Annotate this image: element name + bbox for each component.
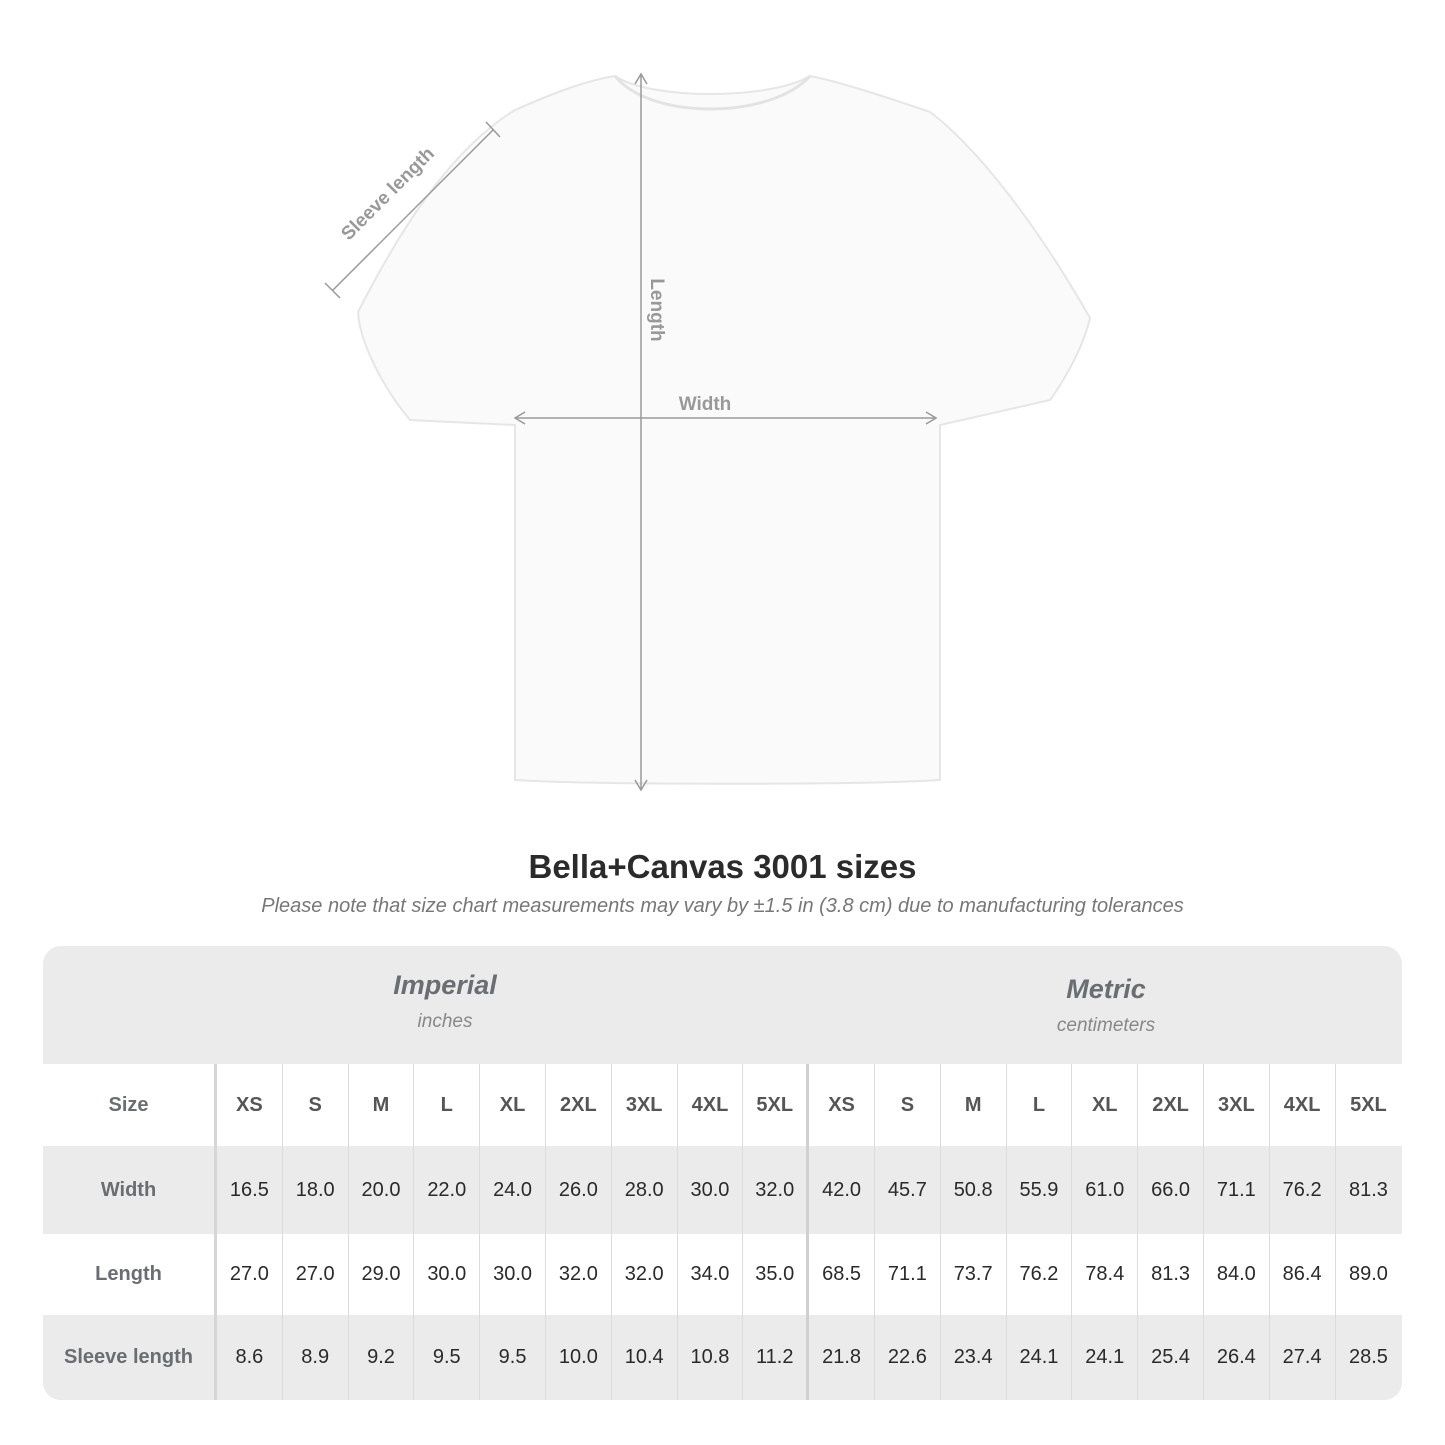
table-cell: 8.6 [217, 1315, 283, 1400]
table-cell: 76.2 [1270, 1146, 1336, 1234]
table-cell: 71.1 [1204, 1146, 1270, 1234]
size-header-cell: M [349, 1064, 415, 1146]
metric-title: Metric [1066, 974, 1146, 1004]
table-cell: 23.4 [941, 1315, 1007, 1400]
table-cell: 73.7 [941, 1234, 1007, 1315]
table-cell: 32.0 [743, 1146, 810, 1234]
table-cell: 42.0 [809, 1146, 875, 1234]
size-header-cell: 2XL [1138, 1064, 1204, 1146]
table-cell: 81.3 [1348, 1178, 1388, 1201]
metric-unit: centimeters [1056, 1015, 1156, 1036]
table-cell: 10.8 [678, 1315, 744, 1400]
measure-lines [324, 72, 938, 792]
table-cell: 81.3 [1138, 1234, 1204, 1315]
table-cell: 10.4 [612, 1315, 678, 1400]
table-cell: 78.4 [1072, 1234, 1139, 1315]
metric-header: Metric centimeters [810, 974, 1402, 1092]
table-cell: 28.5 [1348, 1346, 1388, 1368]
table-cell: 22.0 [414, 1146, 481, 1234]
sleeve-measure-line [332, 129, 494, 291]
table-cell: 24.1 [1007, 1315, 1073, 1400]
table-cell: 61.0 [1072, 1146, 1139, 1234]
table-cell: 76.2 [1007, 1234, 1073, 1315]
table-cell: 21.8 [809, 1315, 875, 1400]
table-cell: 27.0 [217, 1234, 283, 1315]
table-cell: 24.1 [1072, 1315, 1139, 1400]
table-cell: 29.0 [349, 1234, 415, 1315]
table-cell: 89.0 [1348, 1263, 1388, 1285]
table-cell: 22.6 [875, 1315, 941, 1400]
table-cell: 28.0 [612, 1146, 678, 1234]
table-cell: 68.5 [809, 1234, 875, 1315]
length-label: Length [646, 278, 667, 341]
imperial-header: Imperial inches [217, 970, 673, 1088]
table-cell: 55.9 [1007, 1146, 1073, 1234]
row-label: Length [43, 1234, 217, 1315]
table-cell: 25.4 [1138, 1315, 1204, 1400]
table-cell: 9.5 [414, 1315, 481, 1400]
size-header-cell: S [283, 1064, 349, 1146]
imperial-unit: inches [417, 1011, 473, 1032]
table-cell: 20.0 [349, 1146, 415, 1234]
table-cell: 71.1 [875, 1234, 941, 1315]
size-header-cell: 5XL [743, 1064, 810, 1146]
table-cell: 16.5 [217, 1146, 283, 1234]
table-cell: 11.2 [743, 1315, 810, 1400]
table-cell: 27.0 [283, 1234, 349, 1315]
tolerance-note: Please note that size chart measurements… [261, 895, 1184, 917]
table-cell: 9.5 [480, 1315, 546, 1400]
tshirt-diagram: Sleeve length Length Width [324, 72, 1092, 792]
size-header-cell: 4XL [1270, 1064, 1336, 1146]
size-header-cell: M [941, 1064, 1007, 1146]
table-row: Width 16.5 18.0 20.0 22.0 24.0 26.0 28.0 30.0 32.… [43, 1146, 1402, 1234]
table-cell: 66.0 [1138, 1146, 1204, 1234]
table-cell: 50.8 [941, 1146, 1007, 1234]
table-cell: 26.4 [1204, 1315, 1270, 1400]
size-header-cell: 2XL [546, 1064, 612, 1146]
table-cell: 45.7 [875, 1146, 941, 1234]
row-label: Sleeve length [43, 1315, 217, 1400]
table-cell: 35.0 [743, 1234, 810, 1315]
size-header-cell: XL [480, 1064, 546, 1146]
table-row: Sleeve length 8.6 8.9 9.2 9.5 9.5 10.0 10.4 10.8… [43, 1315, 1402, 1400]
size-table: Imperial inches Metric centimeters Size … [43, 946, 1402, 1400]
size-header-cell: 5XL [1350, 1093, 1387, 1116]
table-cell: 26.0 [546, 1146, 612, 1234]
table-cell: 86.4 [1270, 1234, 1336, 1315]
table-cell: 24.0 [480, 1146, 546, 1234]
imperial-title: Imperial [393, 970, 497, 1000]
table-cell: 10.0 [546, 1315, 612, 1400]
tshirt-collar [613, 74, 812, 111]
table-cell: 34.0 [678, 1234, 744, 1315]
table-cell: 84.0 [1204, 1234, 1270, 1315]
table-cell: 30.0 [414, 1234, 481, 1315]
size-header-cell: XS [809, 1064, 875, 1146]
size-header-row: Size XS S M L XL 2XL 3XL 4XL 5XL XS S M L XL 2XL 3XL 4XL… [43, 1064, 1402, 1146]
table-cell: 30.0 [678, 1146, 744, 1234]
size-header-cell: 3XL [1204, 1064, 1270, 1146]
table-cell: 27.4 [1270, 1315, 1336, 1400]
size-header-cell: L [414, 1064, 481, 1146]
table-cell: 32.0 [612, 1234, 678, 1315]
size-header-cell: XS [217, 1064, 283, 1146]
size-header-cell: 3XL [612, 1064, 678, 1146]
table-cell: 30.0 [480, 1234, 546, 1315]
width-label: Width [679, 394, 732, 415]
table-cell: 9.2 [349, 1315, 415, 1400]
size-header-cell: 4XL [678, 1064, 744, 1146]
page-title: Bella+Canvas 3001 sizes [528, 848, 917, 885]
size-label: Size [43, 1064, 217, 1146]
size-header-cell: L [1007, 1064, 1073, 1146]
table-row: Length 27.0 27.0 29.0 30.0 30.0 32.0 32.0 34.0 35… [43, 1234, 1402, 1315]
table-cell: 32.0 [546, 1234, 612, 1315]
tshirt-shape [356, 74, 1092, 785]
row-label: Width [43, 1146, 217, 1234]
size-header-cell: XL [1072, 1064, 1139, 1146]
size-header-cell: S [875, 1064, 941, 1146]
table-cell: 18.0 [283, 1146, 349, 1234]
table-cell: 8.9 [283, 1315, 349, 1400]
